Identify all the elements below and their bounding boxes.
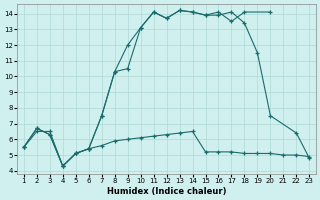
X-axis label: Humidex (Indice chaleur): Humidex (Indice chaleur) — [107, 187, 226, 196]
